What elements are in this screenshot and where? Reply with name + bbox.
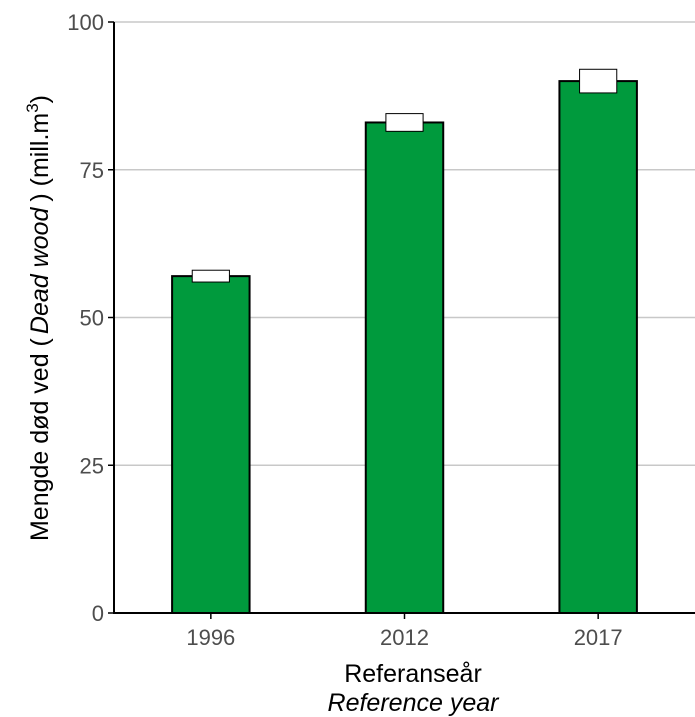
- y-tick-label: 75: [80, 158, 104, 183]
- y-axis-title: Mengde død ved (Dead wood ) (mill.m3): [23, 95, 54, 541]
- x-axis-title-line2: Reference year: [328, 689, 501, 717]
- bars: [171, 80, 638, 615]
- y-axis-title-part3: ): [26, 95, 54, 103]
- y-axis-title-superscript: 3: [23, 103, 42, 112]
- y-ticks: 0 25 50 75 100: [67, 10, 114, 626]
- y-axis-title-italic: Dead wood: [26, 207, 54, 335]
- x-ticks: 1996 2012 2017: [186, 613, 623, 650]
- bar: [558, 80, 638, 615]
- x-axis-title-line1: Referanseår: [344, 660, 482, 688]
- x-tick-label: 2012: [380, 625, 429, 650]
- error-box: [385, 113, 424, 132]
- y-tick-label: 50: [80, 306, 104, 331]
- error-boxes: [191, 68, 618, 283]
- x-tick-label: 1996: [186, 625, 235, 650]
- error-box: [579, 68, 618, 94]
- y-tick-label: 100: [67, 10, 104, 35]
- y-axis-title-part2: ) (mill.m: [26, 113, 54, 202]
- bar: [364, 121, 445, 614]
- x-tick-label: 2017: [574, 625, 623, 650]
- error-box: [191, 269, 230, 283]
- y-tick-label: 25: [80, 453, 104, 478]
- y-axis-title-part1: Mengde død ved (: [26, 337, 54, 541]
- bar: [171, 275, 251, 614]
- y-tick-label: 0: [92, 601, 104, 626]
